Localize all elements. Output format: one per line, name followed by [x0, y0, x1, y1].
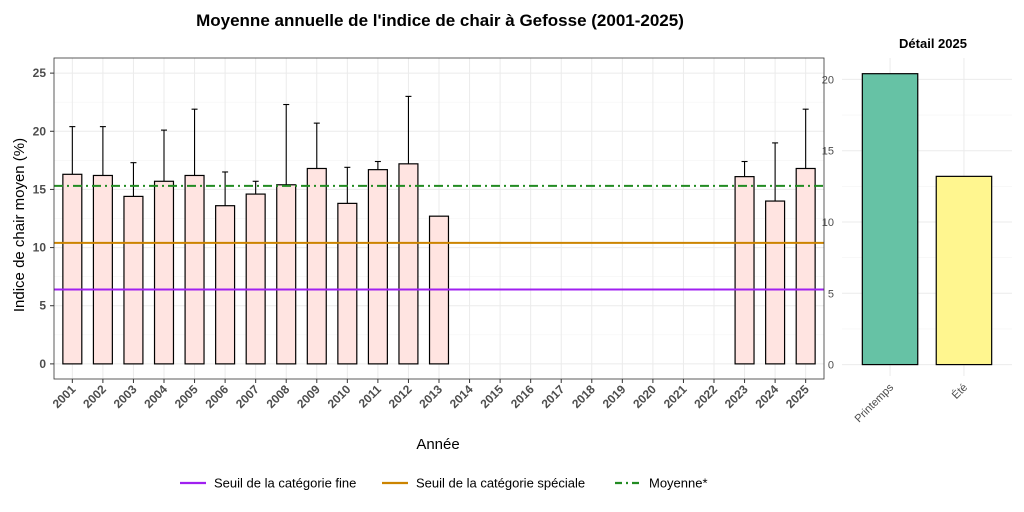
x-tick-label: 2022: [691, 382, 720, 411]
error-bar-2005: [191, 108, 198, 176]
bar-2009: [306, 167, 327, 365]
chart-title: Moyenne annuelle de l'indice de chair à …: [196, 11, 684, 30]
x-tick-label: 2004: [141, 382, 170, 411]
bar-2003: [123, 195, 144, 365]
legend-label: Moyenne*: [649, 476, 708, 491]
x-tick-label: 2013: [416, 382, 445, 411]
detail-x-tick-label: Printemps: [853, 381, 897, 425]
y-tick-label: 10: [33, 241, 47, 255]
x-tick-label: 2024: [752, 382, 781, 411]
x-tick-label: 2016: [508, 382, 537, 411]
error-bar-2012: [405, 95, 412, 164]
x-tick-label: 2014: [447, 382, 476, 411]
x-tick-label: 2017: [539, 382, 568, 411]
detail-y-tick-label: 5: [828, 288, 834, 300]
x-tick-label: 2001: [50, 382, 79, 411]
y-tick-label: 25: [33, 66, 47, 80]
x-tick-label: 2002: [80, 382, 109, 411]
x-tick-label: 2010: [325, 382, 354, 411]
x-tick-label: 2023: [722, 382, 751, 411]
detail-y-tick-label: 0: [828, 360, 834, 372]
bar-2023: [734, 176, 755, 365]
x-tick-label: 2019: [600, 382, 629, 411]
bar-2001: [62, 173, 83, 365]
x-tick-label: 2012: [386, 382, 415, 411]
y-axis-title: Indice de chair moyen (%): [11, 138, 28, 312]
x-tick-label: 2021: [661, 382, 690, 411]
x-tick-label: 2015: [477, 382, 506, 411]
error-bar-2008: [283, 103, 290, 185]
detail-plot: 0 5 10 15 20 Printemps Été: [822, 58, 1012, 425]
error-bar-2024: [772, 142, 779, 202]
bar-2025: [795, 167, 816, 365]
legend-label: Seuil de la catégorie fine: [214, 476, 356, 491]
x-tick-label: 2003: [111, 382, 140, 411]
y-tick-label: 20: [33, 124, 47, 138]
legend: Seuil de la catégorie fine Seuil de la ca…: [180, 476, 708, 491]
x-tick-label: 2020: [630, 382, 659, 411]
error-bar-2009: [313, 122, 320, 169]
detail-x-tick-label: Été: [949, 381, 970, 402]
x-tick-label: 2005: [172, 382, 201, 411]
bar-2008: [276, 184, 297, 365]
y-tick-label: 0: [39, 357, 46, 371]
error-bar-2002: [99, 126, 106, 176]
error-bar-2025: [802, 108, 809, 169]
error-bar-2011: [374, 160, 381, 170]
x-tick-label: 2007: [233, 382, 262, 411]
error-bar-2001: [69, 126, 76, 175]
x-tick-label: 2018: [569, 382, 598, 411]
bar-2012: [398, 163, 419, 365]
error-bar-2004: [161, 129, 167, 182]
error-bar-2007: [252, 180, 259, 195]
bar-2010: [337, 202, 358, 365]
detail-bar-1: [935, 175, 993, 366]
x-tick-label: 2009: [294, 382, 323, 411]
bar-2007: [245, 193, 266, 365]
bar-2004: [153, 180, 175, 365]
bar-2002: [92, 174, 113, 365]
error-bar-2003: [130, 162, 137, 197]
detail-y-tick-label: 15: [822, 146, 834, 158]
detail-y-tick-label: 20: [822, 74, 834, 86]
error-bar-2023: [741, 160, 748, 177]
bar-2006: [215, 205, 236, 365]
detail-title: Détail 2025: [899, 36, 967, 51]
bar-2011: [367, 169, 388, 365]
x-tick-label: 2006: [202, 382, 231, 411]
x-tick-label: 2008: [264, 382, 293, 411]
y-tick-label: 5: [39, 299, 46, 313]
detail-y-tick-label: 10: [822, 217, 834, 229]
x-tick-label: 2025: [783, 382, 812, 411]
error-bar-2006: [222, 171, 229, 206]
bar-2024: [765, 200, 786, 365]
x-tick-label: 2011: [356, 382, 385, 411]
legend-label: Seuil de la catégorie spéciale: [416, 476, 585, 491]
x-axis-title: Année: [416, 436, 459, 453]
y-tick-label: 15: [33, 182, 47, 196]
detail-bar-0: [861, 73, 919, 366]
bar-2005: [184, 174, 205, 365]
